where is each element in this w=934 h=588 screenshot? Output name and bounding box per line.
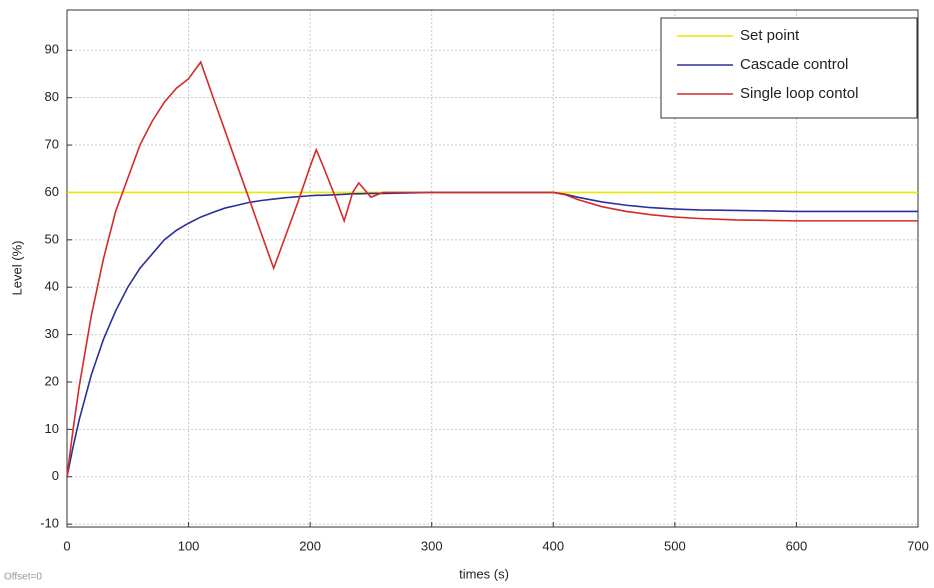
y-tick-label: 0 — [52, 468, 59, 483]
y-tick-label: 60 — [45, 184, 59, 199]
x-axis-label: times (s) — [459, 566, 509, 581]
x-tick-label: 400 — [542, 538, 564, 553]
y-axis-label: Level (%) — [9, 241, 24, 296]
legend-label: Set point — [740, 27, 800, 44]
legend-box — [660, 17, 918, 119]
x-tick-label: 100 — [178, 538, 200, 553]
x-tick-label: 300 — [421, 538, 443, 553]
y-tick-label: 70 — [45, 136, 59, 151]
y-tick-label: -10 — [40, 516, 59, 531]
x-tick-label: 200 — [299, 538, 321, 553]
x-tick-label: 0 — [63, 538, 70, 553]
y-tick-label: 30 — [45, 326, 59, 341]
legend-label: Single loop contol — [740, 85, 858, 102]
y-tick-label: 20 — [45, 373, 59, 388]
x-tick-label: 600 — [786, 538, 808, 553]
x-tick-label: 500 — [664, 538, 686, 553]
y-tick-label: 40 — [45, 279, 59, 294]
y-tick-label: 10 — [45, 421, 59, 436]
annotation: Offset=0 — [4, 572, 42, 583]
y-tick-label: 50 — [45, 231, 59, 246]
y-tick-label: 90 — [45, 42, 59, 57]
legend-label: Cascade control — [740, 56, 848, 73]
plot-frame — [66, 9, 919, 528]
series-line — [66, 60, 918, 477]
y-tick-label: 80 — [45, 89, 59, 104]
x-tick-label: 700 — [907, 538, 929, 553]
series-line — [66, 191, 918, 477]
